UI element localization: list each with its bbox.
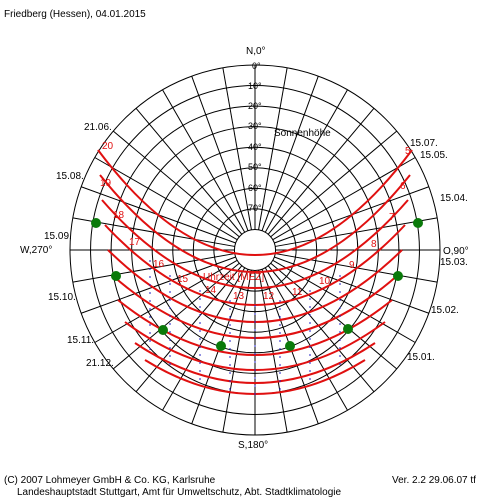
date-label-1509: 15.09. — [44, 232, 72, 242]
hour-label-16: 16 — [153, 260, 164, 270]
elevation-label-10: 10° — [248, 82, 262, 91]
hour-label-10: 10 — [319, 277, 330, 287]
hour-label-15: 15 — [177, 275, 188, 285]
hour-label-8: 8 — [371, 240, 377, 250]
date-label-1502: 15.02. — [431, 306, 459, 316]
date-marker — [158, 325, 168, 335]
azimuth-line — [163, 90, 245, 232]
elevation-label-40: 40° — [248, 143, 262, 152]
elevation-label-60: 60° — [248, 184, 262, 193]
hour-label-20: 20 — [102, 142, 113, 152]
hour-label-13: 13 — [233, 292, 244, 302]
date-marker — [111, 271, 121, 281]
date-label-1503: 15.03. — [440, 258, 468, 268]
date-label-2106: 21.06. — [84, 123, 112, 133]
elevation-label-0: 0° — [252, 62, 261, 71]
date-label-1507: 15.07. — [410, 139, 438, 149]
time-axis-label: Uhrzeit [MEZ] — [203, 273, 264, 283]
hour-label-17: 17 — [129, 238, 140, 248]
date-marker — [343, 324, 353, 334]
west-label: W,270° — [20, 246, 52, 256]
hour-label-14: 14 — [205, 286, 216, 296]
elevation-title: Sonnenhöhe — [274, 129, 331, 139]
date-label-1501: 15.01. — [407, 353, 435, 363]
south-label: S,180° — [238, 441, 268, 451]
footer-version: Ver. 2.2 29.06.07 tf — [392, 476, 476, 486]
date-label-1510: 15.10. — [48, 293, 76, 303]
date-label-2112: 21.12. — [86, 359, 114, 369]
elevation-label-30: 30° — [248, 122, 262, 131]
date-marker — [413, 218, 423, 228]
hour-label-6: 6 — [400, 182, 406, 192]
date-label-1508: 15.08. — [56, 172, 84, 182]
elevation-circle — [234, 229, 275, 270]
page-title: Friedberg (Hessen), 04.01.2015 — [4, 10, 146, 20]
azimuth-line — [273, 158, 415, 240]
hour-label-12: 12 — [263, 292, 274, 302]
elevation-label-50: 50° — [248, 163, 262, 172]
azimuth-line — [275, 218, 437, 247]
azimuth-line — [163, 268, 245, 410]
hour-label-9: 9 — [349, 261, 355, 271]
hour-label-5: 5 — [405, 147, 411, 157]
azimuth-line — [265, 268, 347, 410]
azimuth-line — [259, 68, 288, 230]
elevation-label-70: 70° — [248, 204, 262, 213]
hour-label-18: 18 — [113, 211, 124, 221]
date-label-1505: 15.05. — [420, 151, 448, 161]
elevation-label-20: 20° — [248, 102, 262, 111]
hour-label-7: 7 — [389, 213, 395, 223]
east-label: O,90° — [443, 247, 469, 257]
azimuth-line — [265, 90, 347, 232]
footer-copyright: (C) 2007 Lohmeyer GmbH & Co. KG, Karlsru… — [4, 476, 215, 486]
hour-label-11: 11 — [292, 288, 302, 298]
footer-authority: Landeshauptstadt Stuttgart, Amt für Umwe… — [17, 488, 341, 498]
date-label-1504: 15.04. — [440, 194, 468, 204]
hour-label-19: 19 — [100, 179, 111, 189]
date-marker — [216, 341, 226, 351]
date-marker — [285, 341, 295, 351]
date-marker — [91, 218, 101, 228]
north-label: N,0° — [246, 47, 266, 57]
date-marker — [393, 271, 403, 281]
azimuth-line — [95, 158, 237, 240]
date-label-1511: 15.11. — [67, 336, 94, 346]
